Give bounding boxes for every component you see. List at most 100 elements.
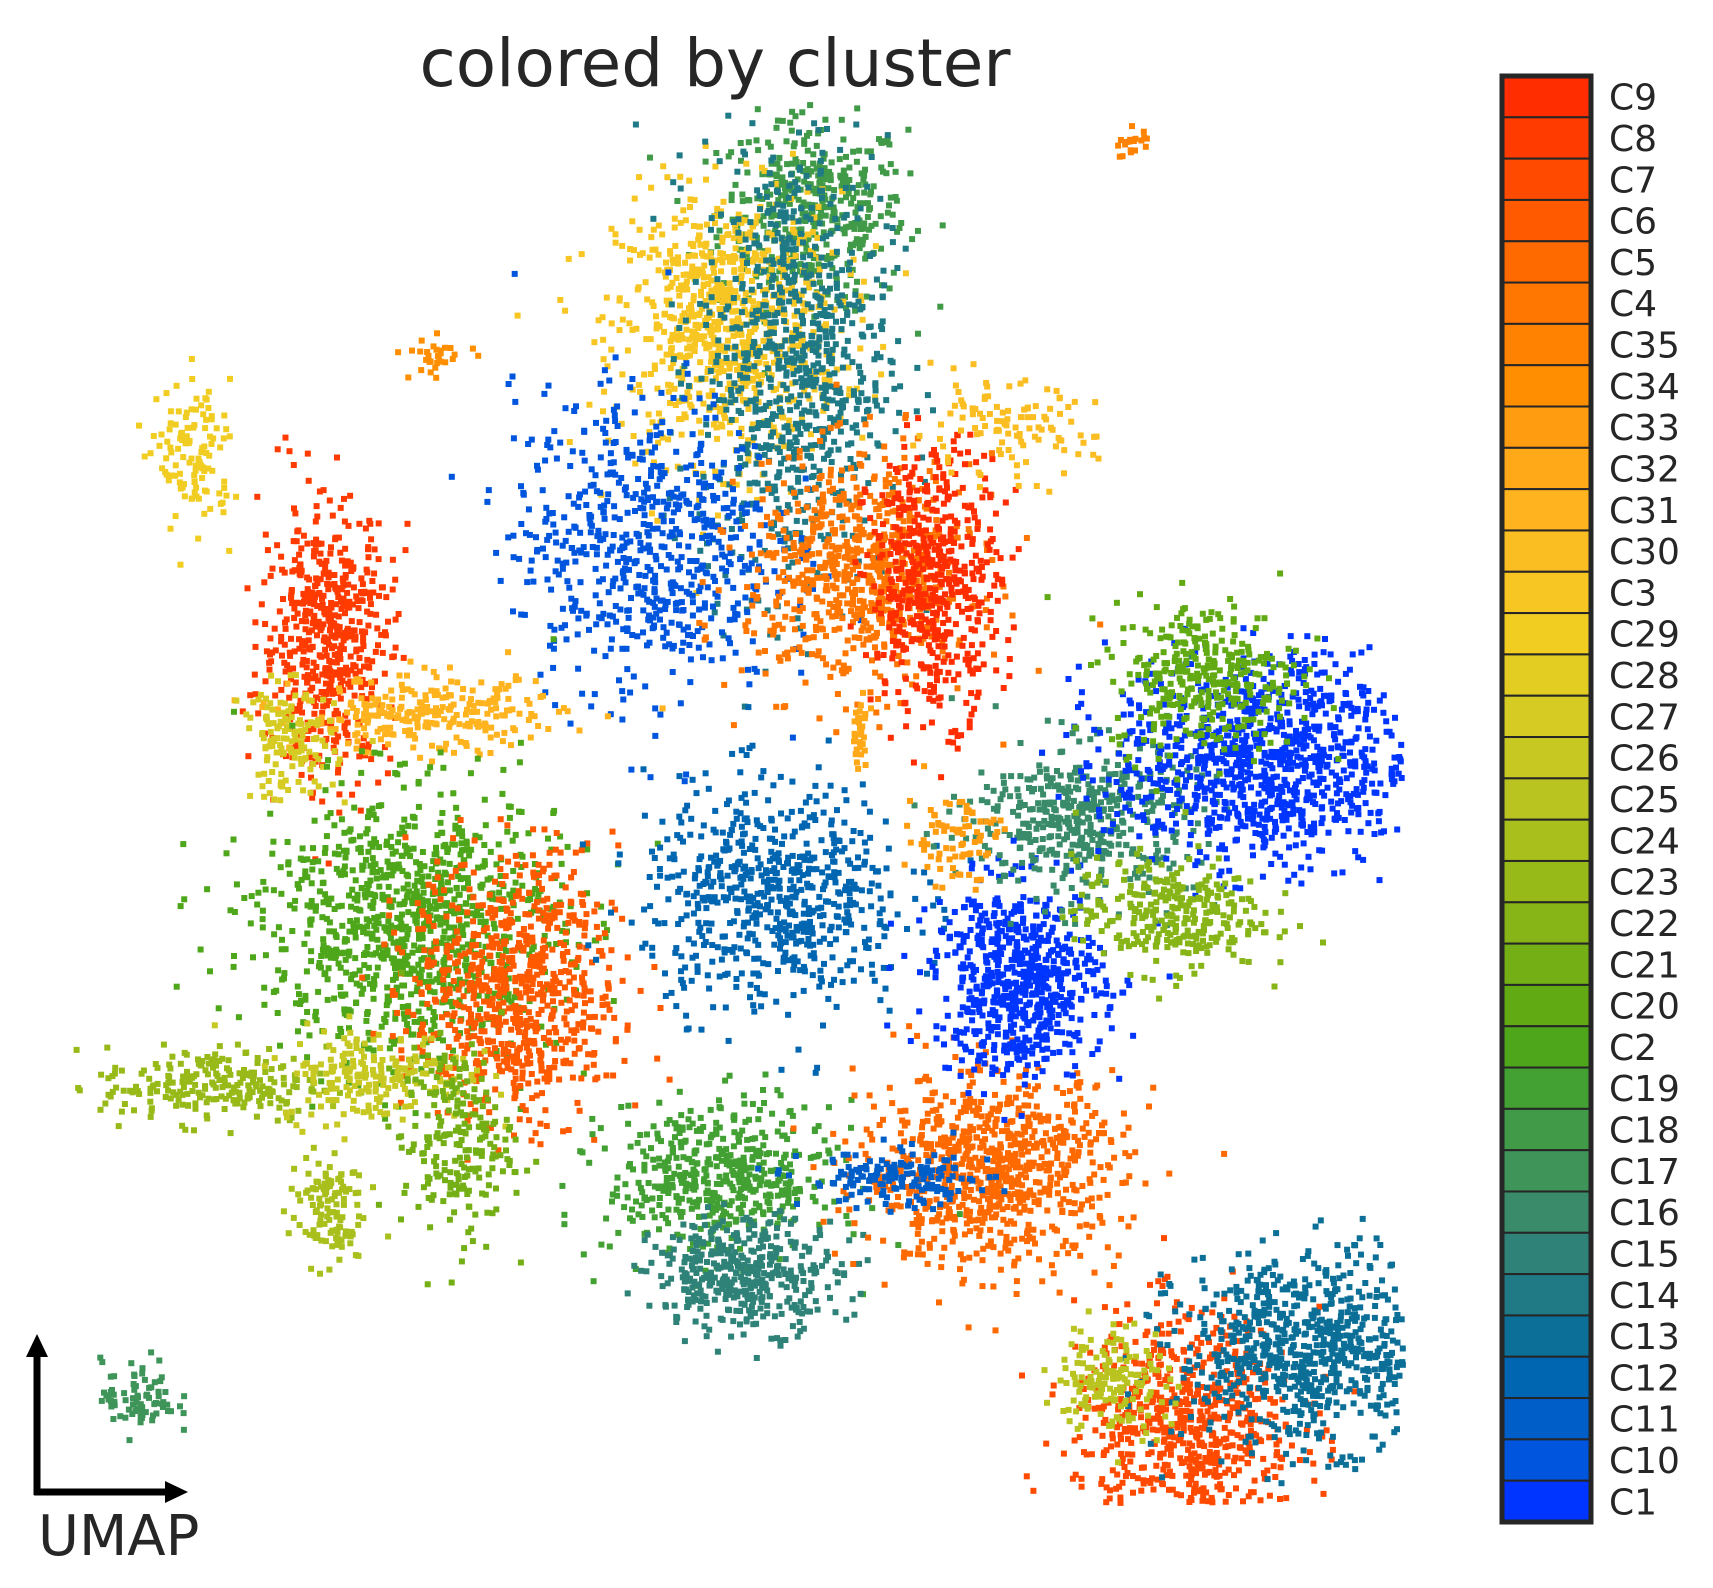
data-point bbox=[776, 165, 783, 172]
data-point bbox=[701, 622, 708, 629]
data-point bbox=[678, 554, 685, 561]
data-point bbox=[392, 616, 399, 623]
data-point bbox=[843, 500, 850, 507]
data-point bbox=[876, 573, 883, 580]
data-point bbox=[764, 312, 771, 319]
data-point bbox=[828, 508, 835, 515]
data-point bbox=[195, 458, 202, 465]
data-point bbox=[708, 226, 714, 233]
data-point bbox=[469, 687, 476, 694]
data-point bbox=[635, 476, 642, 482]
data-point bbox=[766, 400, 773, 406]
data-point bbox=[783, 240, 790, 246]
data-point bbox=[389, 556, 396, 563]
data-point bbox=[207, 505, 214, 512]
data-point bbox=[446, 706, 453, 713]
data-point bbox=[933, 507, 940, 514]
data-point bbox=[792, 552, 799, 559]
data-point bbox=[892, 194, 899, 200]
data-point bbox=[293, 599, 300, 606]
data-point bbox=[385, 618, 391, 625]
data-point bbox=[929, 573, 936, 580]
data-point bbox=[382, 632, 389, 639]
data-point bbox=[979, 494, 986, 501]
data-point bbox=[815, 261, 822, 268]
data-point bbox=[210, 435, 217, 442]
data-point bbox=[833, 729, 840, 736]
data-point bbox=[857, 370, 864, 376]
data-point bbox=[779, 510, 786, 516]
data-point bbox=[811, 507, 818, 514]
data-point bbox=[581, 428, 588, 435]
data-point bbox=[676, 416, 683, 423]
data-point bbox=[741, 562, 748, 569]
data-point bbox=[534, 546, 541, 553]
data-point bbox=[375, 642, 381, 649]
data-point bbox=[526, 531, 533, 538]
data-point bbox=[319, 798, 326, 805]
data-point bbox=[341, 724, 348, 731]
data-point bbox=[708, 483, 714, 489]
data-point bbox=[857, 306, 864, 313]
data-point bbox=[699, 534, 706, 541]
data-point bbox=[337, 656, 344, 662]
data-point bbox=[779, 434, 786, 441]
data-point bbox=[965, 586, 972, 593]
data-point bbox=[274, 446, 281, 453]
data-point bbox=[579, 449, 586, 456]
data-point bbox=[188, 455, 195, 462]
data-point bbox=[559, 565, 566, 572]
data-point bbox=[781, 538, 788, 545]
data-point bbox=[887, 734, 894, 741]
data-point bbox=[691, 267, 698, 274]
data-point bbox=[684, 389, 691, 396]
data-point bbox=[518, 611, 525, 618]
data-point bbox=[927, 689, 934, 696]
data-point bbox=[304, 672, 311, 679]
data-point bbox=[796, 166, 803, 173]
data-point bbox=[375, 696, 382, 703]
data-point bbox=[969, 570, 976, 577]
data-point bbox=[669, 256, 676, 263]
data-point bbox=[846, 266, 852, 273]
data-point bbox=[808, 454, 814, 461]
data-point bbox=[793, 293, 799, 300]
data-point bbox=[822, 288, 829, 295]
data-point bbox=[424, 704, 431, 710]
data-point bbox=[809, 551, 816, 558]
data-point bbox=[691, 197, 698, 203]
data-point bbox=[732, 611, 739, 617]
data-point bbox=[203, 416, 210, 423]
data-point bbox=[745, 139, 752, 146]
data-point bbox=[687, 352, 693, 359]
data-point bbox=[623, 539, 630, 546]
data-point bbox=[821, 165, 828, 172]
data-point bbox=[780, 254, 787, 261]
data-point bbox=[167, 525, 174, 532]
data-point bbox=[826, 352, 833, 359]
data-point bbox=[876, 724, 883, 731]
data-point bbox=[763, 286, 770, 293]
data-point bbox=[271, 625, 278, 632]
data-point bbox=[295, 720, 302, 727]
data-point bbox=[629, 326, 636, 333]
data-point bbox=[221, 412, 228, 419]
data-point bbox=[619, 316, 626, 323]
data-point bbox=[965, 615, 972, 622]
data-point bbox=[873, 276, 880, 283]
data-point bbox=[898, 571, 905, 578]
data-point bbox=[941, 559, 948, 565]
data-point bbox=[856, 147, 863, 154]
data-point bbox=[488, 706, 495, 713]
data-point bbox=[545, 382, 552, 389]
data-point bbox=[761, 298, 768, 305]
data-point bbox=[858, 331, 865, 338]
data-point bbox=[410, 732, 417, 738]
data-point bbox=[852, 559, 859, 566]
data-point bbox=[880, 521, 886, 528]
data-point bbox=[831, 438, 838, 445]
data-point bbox=[787, 119, 794, 126]
data-point bbox=[368, 756, 375, 763]
data-point bbox=[629, 451, 636, 458]
data-point bbox=[313, 621, 319, 628]
